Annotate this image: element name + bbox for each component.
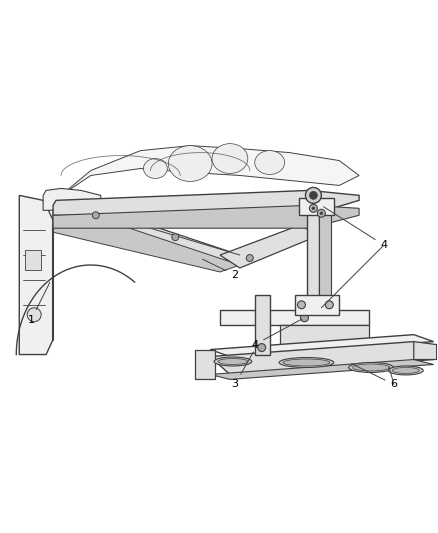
Polygon shape — [61, 146, 359, 196]
Polygon shape — [319, 205, 331, 308]
Circle shape — [309, 204, 318, 212]
Polygon shape — [279, 350, 419, 365]
Polygon shape — [210, 342, 434, 375]
Ellipse shape — [349, 362, 393, 373]
Ellipse shape — [144, 158, 167, 179]
Text: 3: 3 — [231, 352, 254, 390]
Text: 4: 4 — [251, 319, 302, 350]
Ellipse shape — [218, 359, 248, 365]
Circle shape — [92, 212, 99, 219]
Text: 4: 4 — [324, 207, 388, 250]
Ellipse shape — [212, 144, 248, 173]
Circle shape — [312, 207, 315, 210]
Polygon shape — [53, 190, 359, 215]
Ellipse shape — [392, 367, 419, 374]
Polygon shape — [220, 310, 369, 325]
Circle shape — [320, 212, 323, 215]
Text: 2: 2 — [203, 259, 238, 280]
Ellipse shape — [168, 146, 212, 181]
Polygon shape — [414, 342, 437, 360]
Ellipse shape — [389, 366, 423, 375]
Circle shape — [325, 301, 333, 309]
Polygon shape — [53, 205, 359, 228]
Ellipse shape — [353, 364, 389, 371]
Polygon shape — [210, 335, 434, 357]
Ellipse shape — [283, 359, 330, 366]
Ellipse shape — [255, 151, 285, 174]
Polygon shape — [43, 188, 101, 211]
Circle shape — [305, 188, 321, 203]
Circle shape — [309, 191, 318, 199]
Polygon shape — [300, 198, 334, 215]
Polygon shape — [294, 295, 339, 315]
Circle shape — [27, 308, 41, 322]
Polygon shape — [307, 200, 319, 310]
Polygon shape — [25, 250, 41, 270]
Circle shape — [318, 209, 325, 217]
Ellipse shape — [214, 357, 252, 366]
Polygon shape — [279, 325, 369, 350]
Polygon shape — [255, 295, 270, 354]
Circle shape — [246, 255, 253, 262]
Circle shape — [297, 301, 305, 309]
Polygon shape — [53, 205, 240, 262]
Polygon shape — [53, 215, 240, 272]
Circle shape — [258, 344, 266, 352]
Text: 6: 6 — [352, 364, 397, 390]
Circle shape — [172, 233, 179, 240]
Polygon shape — [210, 360, 434, 379]
Text: 1: 1 — [28, 282, 50, 325]
Ellipse shape — [279, 358, 334, 367]
Polygon shape — [220, 225, 319, 268]
Circle shape — [300, 314, 308, 322]
Polygon shape — [195, 350, 215, 379]
Polygon shape — [19, 196, 53, 354]
